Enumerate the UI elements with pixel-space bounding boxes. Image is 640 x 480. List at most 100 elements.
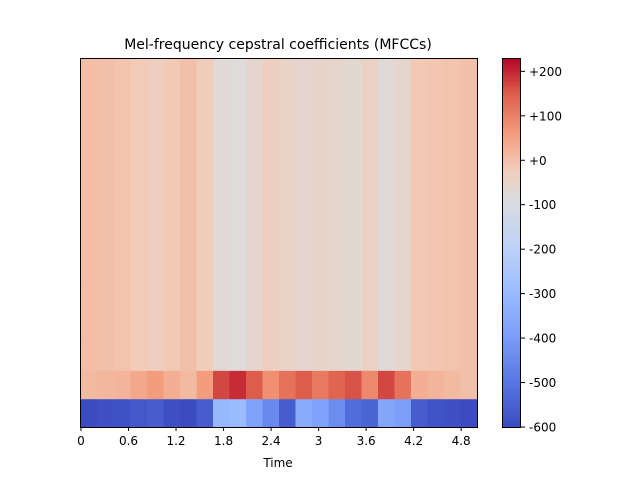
- heatmap-cell: [444, 370, 462, 400]
- x-tick-label: 4.2: [404, 434, 423, 448]
- heatmap-cell: [378, 370, 396, 400]
- heatmap-cell: [361, 313, 379, 343]
- heatmap-cell: [361, 114, 379, 144]
- heatmap-cell: [180, 114, 198, 144]
- heatmap-cell: [163, 228, 181, 258]
- heatmap-cell: [196, 313, 214, 343]
- heatmap-cell: [394, 370, 412, 400]
- x-tick-label: 1.8: [214, 434, 233, 448]
- heatmap-cell: [460, 228, 478, 258]
- heatmap-cell: [262, 114, 280, 144]
- heatmap-cell: [163, 58, 181, 87]
- heatmap-cell: [97, 313, 115, 343]
- heatmap-cell: [394, 143, 412, 173]
- heatmap-cell: [394, 58, 412, 87]
- x-axis-label: Time: [262, 456, 292, 470]
- heatmap-cell: [180, 143, 198, 173]
- heatmap-cell: [361, 398, 379, 428]
- colorbar-tick-label: -200: [529, 243, 556, 257]
- heatmap-cell: [378, 398, 396, 428]
- heatmap-cell: [114, 341, 132, 371]
- heatmap-cell: [427, 171, 445, 201]
- x-tick-label: 4.8: [452, 434, 471, 448]
- heatmap-cell: [312, 398, 330, 428]
- heatmap-cell: [196, 114, 214, 144]
- heatmap-cell: [295, 86, 313, 116]
- heatmap-cell: [196, 171, 214, 201]
- heatmap-cell: [180, 256, 198, 286]
- heatmap-cell: [394, 86, 412, 116]
- heatmap-cell: [444, 285, 462, 315]
- heatmap-cell: [427, 256, 445, 286]
- heatmap-cell: [444, 58, 462, 87]
- heatmap-cell: [295, 313, 313, 343]
- heatmap-cell: [427, 313, 445, 343]
- heatmap-cell: [229, 114, 247, 144]
- heatmap-cell: [147, 398, 165, 428]
- heatmap-cell: [328, 86, 346, 116]
- heatmap-cell: [328, 398, 346, 428]
- heatmap-cell: [130, 228, 148, 258]
- heatmap-cell: [378, 341, 396, 371]
- x-tick-label: 0.6: [119, 434, 138, 448]
- heatmap-cell: [130, 370, 148, 400]
- heatmap-cell: [147, 285, 165, 315]
- heatmap-cell: [81, 398, 99, 428]
- heatmap-cell: [213, 313, 231, 343]
- heatmap-cell: [262, 171, 280, 201]
- heatmap-cell: [444, 341, 462, 371]
- heatmap-cell: [394, 341, 412, 371]
- heatmap-cell: [295, 58, 313, 87]
- heatmap-cell: [130, 199, 148, 229]
- heatmap-cell: [279, 143, 297, 173]
- heatmap-cell: [328, 143, 346, 173]
- heatmap-cell: [312, 370, 330, 400]
- heatmap-cell: [378, 171, 396, 201]
- heatmap-cell: [345, 370, 363, 400]
- heatmap-cell: [345, 228, 363, 258]
- heatmap-cell: [147, 171, 165, 201]
- heatmap-cell: [147, 341, 165, 371]
- heatmap-cell: [213, 114, 231, 144]
- heatmap-cell: [81, 171, 99, 201]
- heatmap-cell: [81, 58, 99, 87]
- colorbar-frame: [502, 58, 521, 428]
- heatmap-cell: [163, 285, 181, 315]
- heatmap-cell: [312, 256, 330, 286]
- heatmap-cell: [279, 228, 297, 258]
- heatmap-cell: [378, 285, 396, 315]
- heatmap-cell: [394, 256, 412, 286]
- heatmap-cell: [328, 256, 346, 286]
- heatmap-cell: [97, 58, 115, 87]
- x-axis: 0 0.6 1.2 1.8 2.4 3 3.6 4.2 4.8: [77, 427, 471, 448]
- heatmap-cell: [295, 171, 313, 201]
- heatmap-cell: [262, 341, 280, 371]
- heatmap-cell: [213, 228, 231, 258]
- heatmap-cell: [295, 370, 313, 400]
- heatmap-cell: [378, 228, 396, 258]
- heatmap-cell: [229, 228, 247, 258]
- heatmap-cell: [229, 285, 247, 315]
- heatmap-cell: [411, 256, 429, 286]
- heatmap-cell: [147, 313, 165, 343]
- heatmap-cell: [114, 143, 132, 173]
- heatmap-cell: [427, 285, 445, 315]
- heatmap-cell: [411, 285, 429, 315]
- heatmap-cell: [444, 199, 462, 229]
- heatmap-cell: [81, 114, 99, 144]
- heatmap-cell: [213, 285, 231, 315]
- heatmap-cell: [130, 341, 148, 371]
- heatmap-cell: [213, 143, 231, 173]
- colorbar-tick-label: +0: [529, 154, 547, 168]
- heatmap-cell: [295, 199, 313, 229]
- heatmap-cell: [361, 228, 379, 258]
- heatmap-cell: [460, 256, 478, 286]
- heatmap-cell: [262, 313, 280, 343]
- heatmap-cell: [427, 86, 445, 116]
- heatmap-cell: [295, 341, 313, 371]
- heatmap-cell: [411, 313, 429, 343]
- heatmap-cell: [394, 313, 412, 343]
- heatmap-cell: [180, 228, 198, 258]
- heatmap-cell: [427, 199, 445, 229]
- heatmap-cell: [328, 313, 346, 343]
